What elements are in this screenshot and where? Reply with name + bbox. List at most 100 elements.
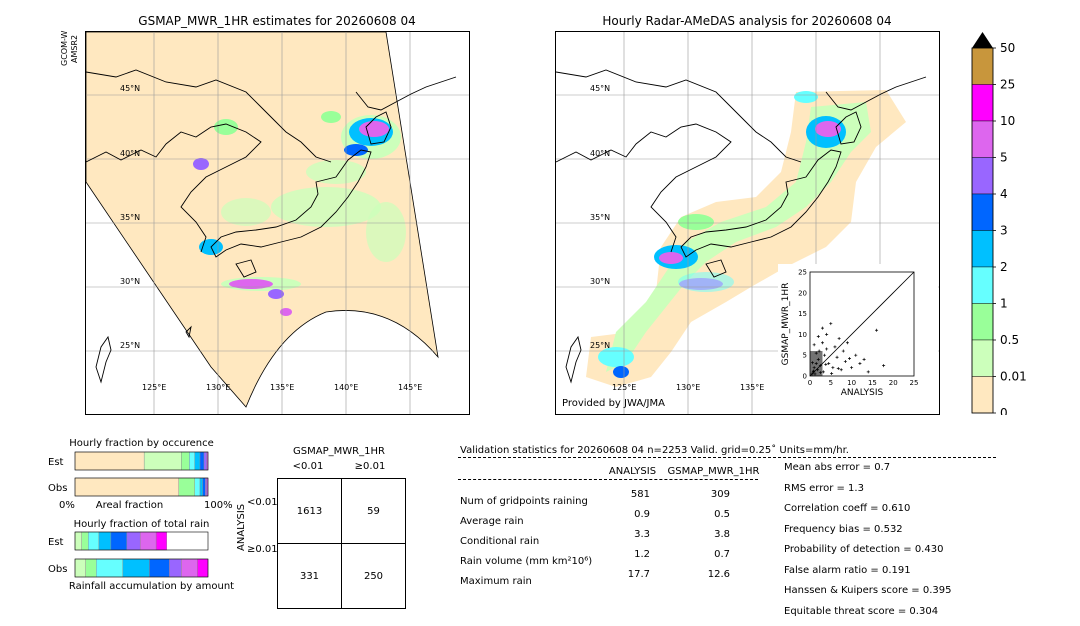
left-lat-40: 40°N <box>120 149 140 158</box>
colorbar-label: 50 <box>1000 41 1015 55</box>
fraction-segment <box>203 478 206 496</box>
score-line: Frequency bias = 0.532 <box>784 524 1014 545</box>
fraction-segment <box>181 452 189 470</box>
colorbar-label: 2 <box>1000 260 1008 274</box>
left-lat-25: 25°N <box>120 341 140 350</box>
colorbar-label: 0.5 <box>1000 333 1019 347</box>
fraction-title: Hourly fraction of total rain <box>74 519 210 530</box>
fraction-row-label: Est <box>48 457 64 468</box>
validation-row-label: Average rain <box>460 516 524 527</box>
left-lon-135: 135°E <box>270 383 294 392</box>
validation-row: Num of gridpoints raining 581 309 <box>460 489 760 509</box>
validation-row-label: Conditional rain <box>460 536 539 547</box>
fraction-segment <box>123 559 150 577</box>
contingency-row-header-1: <0.01 <box>247 497 278 508</box>
validation-header-rule <box>458 457 996 458</box>
left-lon-140: 140°E <box>334 383 358 392</box>
fraction-svg: Hourly fraction by occurenceEstObs0%100%… <box>40 434 240 594</box>
colorbar-label: 25 <box>1000 78 1015 92</box>
right-lon-125: 125°E <box>612 383 636 392</box>
scatter-cluster <box>810 351 822 376</box>
colorbar-label: 3 <box>1000 224 1008 238</box>
fraction-segment <box>86 559 97 577</box>
left-map-title: GSMAP_MWR_1HR estimates for 20260608 04 <box>85 14 469 28</box>
validation-row: Average rain 0.9 0.5 <box>460 509 760 529</box>
validation-row-analysis: 3.3 <box>610 529 650 540</box>
colorbar-label: 4 <box>1000 187 1008 201</box>
colorbar-segment <box>972 304 993 341</box>
validation-col-gsmap: GSMAP_MWR_1HR <box>666 466 761 477</box>
contingency-cell: 331 <box>278 544 342 609</box>
scatter-x-tick: 0 <box>808 379 812 387</box>
validation-row-analysis: 1.2 <box>610 549 650 560</box>
validation-row-gsmap: 3.8 <box>690 529 730 540</box>
contingency-col-header-2: ≥0.01 <box>339 461 401 472</box>
scatter-y-tick: 25 <box>798 269 807 277</box>
fraction-segment <box>200 478 203 496</box>
fraction-row-label: Est <box>48 537 64 548</box>
scatter-y-tick: 10 <box>798 331 807 339</box>
fraction-segment <box>197 559 208 577</box>
scatter-xlabel: ANALYSIS <box>841 388 884 398</box>
validation-row-gsmap: 0.7 <box>690 549 730 560</box>
validation-col-rule <box>458 479 758 480</box>
score-line: Hanssen & Kuipers score = 0.395 <box>784 585 1014 606</box>
right-lon-130: 130°E <box>676 383 700 392</box>
contingency-col-header-1: <0.01 <box>277 461 339 472</box>
fraction-row-label: Obs <box>48 564 67 575</box>
contingency-cell: 59 <box>342 479 406 544</box>
right-lat-40: 40°N <box>590 149 610 158</box>
right-map-credit: Provided by JWA/JMA <box>562 398 665 409</box>
validation-col-analysis: ANALYSIS <box>600 466 665 477</box>
left-map-side-label-1: GCOM-W <box>60 31 69 66</box>
validation-rows: Num of gridpoints raining 581 309 Averag… <box>460 489 760 589</box>
right-lat-30: 30°N <box>590 277 610 286</box>
fraction-title: Hourly fraction by occurence <box>69 438 213 449</box>
colorbar-segment <box>972 194 993 231</box>
validation-row-label: Maximum rain <box>460 576 532 587</box>
left-lon-130: 130°E <box>206 383 230 392</box>
scatter-x-tick: 5 <box>829 379 833 387</box>
fraction-segment <box>75 559 86 577</box>
fraction-segment <box>156 532 167 550</box>
fraction-segment <box>82 532 89 550</box>
colorbar-segment <box>972 231 993 268</box>
fraction-segment <box>200 452 204 470</box>
validation-row-gsmap: 12.6 <box>690 569 730 580</box>
left-map: 45°N 40°N 35°N 30°N 25°N 125°E 130°E 135… <box>85 31 470 415</box>
score-line: RMS error = 1.3 <box>784 483 1014 504</box>
colorbar-segment <box>972 340 993 377</box>
left-lat-45: 45°N <box>120 84 140 93</box>
right-map: 45°N 40°N 35°N 30°N 25°N 125°E 130°E 135… <box>555 31 940 415</box>
validation-row-label: Rain volume (mm km²10⁶) <box>460 556 592 567</box>
contingency-cell: 1613 <box>278 479 342 544</box>
validation-row: Rain volume (mm km²10⁶) 1.2 0.7 <box>460 549 760 569</box>
fraction-xlabel: Rainfall accumulation by amount <box>69 581 234 592</box>
fraction-tick: 100% <box>204 500 233 511</box>
scatter-y-tick: 0 <box>803 373 807 381</box>
fraction-segment <box>96 559 123 577</box>
validation-scores: Mean abs error = 0.7 RMS error = 1.3 Cor… <box>784 462 1014 626</box>
fraction-segment <box>195 478 200 496</box>
scatter-y-tick: 20 <box>798 289 807 297</box>
left-map-side-label-2: AMSR2 <box>70 35 79 63</box>
right-lon-135: 135°E <box>740 383 764 392</box>
colorbar-label: 10 <box>1000 114 1015 128</box>
fraction-segment <box>195 452 200 470</box>
fraction-segment <box>179 478 195 496</box>
scatter-y-tick: 5 <box>803 352 807 360</box>
fraction-segment <box>189 452 194 470</box>
contingency-row-title: ANALYSIS <box>236 504 247 551</box>
left-lat-30: 30°N <box>120 277 140 286</box>
right-lat-45: 45°N <box>590 84 610 93</box>
fraction-segment <box>111 532 127 550</box>
validation-row-gsmap: 0.5 <box>690 509 730 520</box>
right-map-title: Hourly Radar-AMeDAS analysis for 2026060… <box>555 14 939 28</box>
score-line: False alarm ratio = 0.191 <box>784 565 1014 586</box>
validation-row: Conditional rain 3.3 3.8 <box>460 529 760 549</box>
colorbar-segment <box>972 121 993 158</box>
score-line: Correlation coeff = 0.610 <box>784 503 1014 524</box>
validation-row: Maximum rain 17.7 12.6 <box>460 569 760 589</box>
